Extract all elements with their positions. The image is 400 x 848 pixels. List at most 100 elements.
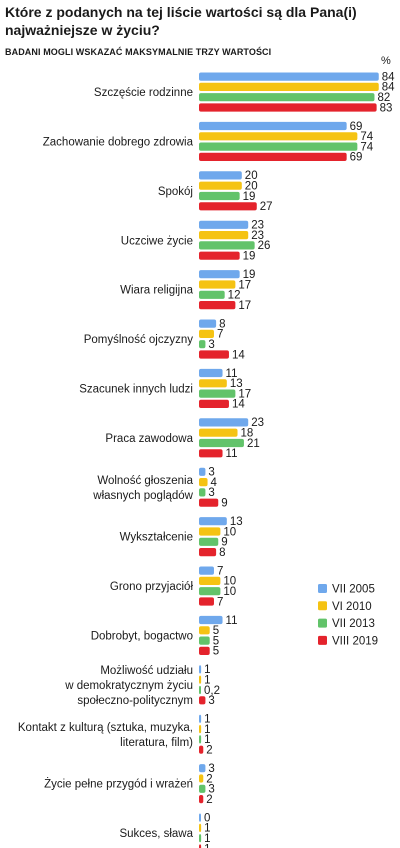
category-label: Spokój (158, 186, 193, 198)
value-label: 13 (230, 378, 243, 390)
bar (199, 498, 219, 507)
value-label: 3 (208, 467, 214, 479)
category-label-line: Szczęście rodzinne (94, 87, 193, 99)
category-label-line: Wolność głoszenia (97, 475, 193, 487)
bar (199, 270, 240, 279)
value-label: 2 (206, 794, 212, 806)
value-label: 74 (360, 131, 373, 143)
bar (199, 82, 379, 91)
value-label: 10 (223, 576, 236, 588)
value-label: 3 (208, 339, 214, 351)
value-label: 84 (382, 82, 395, 94)
bar (199, 241, 255, 250)
category-label: Życie pełne przygód i wrażeń (44, 778, 193, 791)
bar (199, 576, 221, 585)
category-label: Wolność głoszenia własnych poglądów (92, 475, 193, 502)
bar (199, 171, 242, 180)
value-label: 2 (206, 745, 212, 757)
value-label: 1 (204, 714, 210, 726)
category-label-line: Możliwość udziału (100, 665, 193, 677)
bar (199, 646, 210, 655)
bar (199, 319, 217, 328)
value-label: 27 (260, 201, 273, 213)
bar (199, 488, 206, 497)
value-label: 20 (245, 170, 258, 182)
category-label: Grono przyjaciół (110, 581, 194, 593)
bar (199, 795, 204, 804)
bar (199, 368, 223, 378)
bar (199, 764, 206, 773)
bar (199, 132, 358, 141)
value-label: 8 (219, 547, 225, 559)
bar (199, 428, 238, 437)
category-label: Kontakt z kulturą (sztuka, muzyka, litera… (18, 722, 193, 749)
category-label: Dobrobyt, bogactwo (91, 630, 193, 642)
value-label: 7 (217, 596, 223, 608)
bar (199, 725, 202, 734)
bar (199, 615, 223, 625)
value-label: 9 (221, 498, 227, 510)
value-label: 19 (243, 251, 256, 263)
value-label: 7 (217, 565, 223, 577)
category-label: Sukces, sława (119, 828, 193, 840)
legend-swatch (318, 601, 327, 611)
bar (199, 537, 219, 546)
bar (199, 823, 202, 832)
value-label: 0,2 (204, 685, 220, 697)
category-label-line: Pomyślność ojczyzny (84, 334, 194, 346)
value-label: 18 (241, 428, 254, 440)
value-label: 84 (382, 71, 395, 83)
value-label: 14 (232, 349, 245, 361)
category-label-line: społeczno-politycznym (77, 695, 193, 707)
value-label: 12 (228, 290, 241, 302)
bar (199, 626, 210, 635)
bar (199, 714, 202, 723)
bar (199, 636, 210, 645)
bar (199, 527, 221, 536)
bar (199, 142, 358, 151)
category-label-line: Wykształcenie (120, 532, 193, 544)
value-label: 17 (238, 388, 251, 400)
value-label: 4 (211, 477, 218, 489)
value-label: 23 (251, 230, 264, 242)
bar (199, 191, 240, 201)
legend-swatch (318, 618, 327, 628)
category-label: Szacunek innych ludzi (79, 383, 193, 395)
category-label-line: Dobrobyt, bogactwo (91, 630, 193, 642)
category-label-line: Szacunek innych ludzi (79, 383, 193, 395)
category-label: Szczęście rodzinne (94, 87, 193, 99)
category-label-line: Spokój (158, 186, 193, 198)
category-label-line: Zachowanie dobrego zdrowia (43, 136, 194, 148)
value-label: 1 (204, 833, 210, 845)
bar (199, 340, 206, 349)
bar (199, 251, 240, 260)
bar (199, 548, 217, 557)
value-label: 14 (232, 399, 245, 411)
legend-entry: VII 2005 (332, 584, 375, 596)
legend-entry: VII 2013 (332, 618, 375, 630)
bar (199, 735, 202, 744)
category-label: Zachowanie dobrego zdrowia (43, 136, 194, 148)
value-label: 19 (243, 191, 256, 203)
category-label-line: Sukces, sława (119, 828, 193, 840)
unit-label: % (381, 55, 391, 67)
bar (199, 696, 206, 705)
value-label: 3 (208, 695, 214, 707)
value-label: 23 (251, 417, 264, 429)
bar (199, 220, 249, 229)
category-label-line: Praca zawodowa (105, 433, 193, 445)
value-label: 69 (350, 121, 363, 133)
value-label: 21 (247, 438, 260, 450)
value-label: 1 (204, 664, 210, 676)
value-label: 10 (223, 586, 236, 598)
bar (199, 834, 202, 843)
category-label: Praca zawodowa (105, 433, 193, 445)
value-label: 17 (238, 279, 251, 291)
value-label: 3 (208, 784, 214, 796)
value-label: 1 (204, 843, 210, 848)
value-label: 74 (360, 141, 373, 153)
bar (199, 517, 227, 526)
bar (199, 467, 206, 476)
value-label: 9 (221, 537, 227, 549)
